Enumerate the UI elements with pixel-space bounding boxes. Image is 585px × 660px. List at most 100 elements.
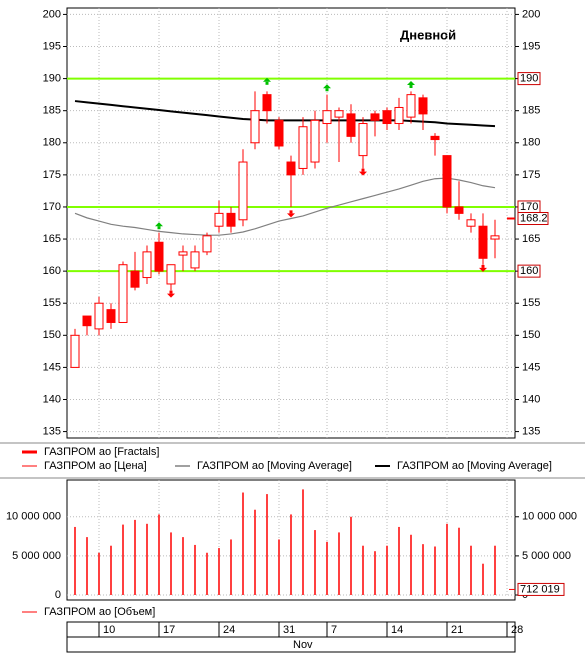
candle-body bbox=[370, 113, 380, 121]
y-tick-label: 190 bbox=[43, 73, 61, 85]
level-label: 160 bbox=[520, 265, 538, 277]
y-tick-label: 10 000 000 bbox=[522, 511, 577, 523]
candle-body bbox=[142, 251, 152, 279]
x-tick-label: 21 bbox=[451, 624, 463, 636]
y-tick-label: 145 bbox=[43, 361, 61, 373]
candle-body bbox=[118, 264, 128, 323]
y-tick-label: 0 bbox=[55, 589, 61, 601]
level-label: 170 bbox=[520, 201, 538, 213]
candle-body bbox=[430, 135, 440, 141]
y-tick-label: 195 bbox=[43, 40, 61, 52]
y-tick-label: 185 bbox=[43, 105, 61, 117]
candle-body bbox=[454, 206, 464, 214]
y-tick-label: 5 000 000 bbox=[522, 550, 571, 562]
candle-body bbox=[202, 235, 212, 253]
fractal-down bbox=[479, 267, 487, 272]
last-price-box bbox=[517, 212, 549, 226]
candle-body bbox=[310, 119, 320, 163]
candle-body bbox=[346, 113, 356, 137]
candle-body bbox=[442, 155, 452, 208]
candle-body bbox=[286, 161, 296, 176]
candle-body bbox=[106, 309, 116, 323]
candle-body bbox=[358, 123, 368, 157]
level-label-box bbox=[517, 264, 541, 278]
last-price-label: 168.2 bbox=[520, 212, 548, 224]
candle-body bbox=[274, 119, 284, 147]
y-tick-label: 175 bbox=[43, 169, 61, 181]
candle-body bbox=[382, 110, 392, 125]
x-tick-label: 31 bbox=[283, 624, 295, 636]
candle-body bbox=[238, 161, 248, 221]
x-tick-label: 24 bbox=[223, 624, 235, 636]
fractal-down-stem bbox=[481, 264, 485, 268]
fractal-down bbox=[167, 293, 175, 298]
candle-body bbox=[178, 251, 188, 256]
candle-body bbox=[406, 94, 416, 118]
candle-body bbox=[418, 97, 428, 115]
x-tick-label: 14 bbox=[391, 624, 403, 636]
y-tick-label: 10 000 000 bbox=[6, 511, 61, 523]
candle-body bbox=[94, 302, 104, 330]
candle-body bbox=[466, 219, 476, 227]
y-tick-label: 180 bbox=[43, 137, 61, 149]
y-tick-label: 140 bbox=[522, 393, 540, 405]
y-tick-label: 165 bbox=[43, 233, 61, 245]
moving-average-line bbox=[74, 177, 496, 236]
legend-label: ГАЗПРОМ ао [Fractals] bbox=[44, 446, 159, 458]
y-tick-label: 180 bbox=[522, 137, 540, 149]
fractal-up bbox=[407, 81, 415, 86]
y-tick-label: 165 bbox=[522, 233, 540, 245]
candle-body bbox=[490, 235, 500, 240]
price-panel bbox=[66, 7, 516, 439]
fractal-up bbox=[323, 84, 331, 89]
candle-body bbox=[250, 110, 260, 144]
y-tick-label: 135 bbox=[522, 425, 540, 437]
y-tick-label: 155 bbox=[522, 297, 540, 309]
fractal-up bbox=[263, 77, 271, 82]
legend-label: ГАЗПРОМ ао [Moving Average] bbox=[197, 460, 352, 472]
y-tick-label: 160 bbox=[43, 265, 61, 277]
level-label-box bbox=[517, 72, 541, 86]
fractal-up bbox=[155, 222, 163, 227]
fractal-down-stem bbox=[361, 168, 365, 172]
y-tick-label: 135 bbox=[43, 425, 61, 437]
fractal-down-stem bbox=[169, 290, 173, 294]
candle-body bbox=[334, 110, 344, 118]
moving-average-line bbox=[74, 100, 496, 128]
candle-body bbox=[394, 106, 404, 125]
last-volume-box bbox=[517, 582, 565, 596]
y-tick-label: 185 bbox=[522, 105, 540, 117]
candle-body bbox=[70, 334, 80, 368]
fractal-up-stem bbox=[157, 226, 161, 230]
legend-label: ГАЗПРОМ ао [Объем] bbox=[44, 606, 155, 618]
y-tick-label: 145 bbox=[522, 361, 540, 373]
candle-body bbox=[226, 212, 236, 227]
y-tick-label: 175 bbox=[522, 169, 540, 181]
candle-body bbox=[214, 212, 224, 227]
fractal-up-stem bbox=[325, 88, 329, 92]
candle-body bbox=[166, 264, 176, 285]
y-tick-label: 5 000 000 bbox=[12, 550, 61, 562]
x-tick-label: 17 bbox=[163, 624, 175, 636]
y-tick-label: 200 bbox=[522, 8, 540, 20]
y-tick-label: 200 bbox=[43, 8, 61, 20]
last-volume-label: 712 019 bbox=[520, 583, 560, 595]
candle-body bbox=[478, 225, 488, 259]
fractal-down bbox=[287, 213, 295, 218]
candle-body bbox=[82, 315, 92, 327]
y-tick-label: 150 bbox=[43, 329, 61, 341]
y-tick-label: 170 bbox=[43, 201, 61, 213]
candle-body bbox=[154, 241, 164, 272]
y-tick-label: 155 bbox=[43, 297, 61, 309]
candle-body bbox=[322, 110, 332, 125]
x-tick-label: 28 bbox=[511, 624, 523, 636]
fractal-up-stem bbox=[409, 85, 413, 89]
fractal-down bbox=[359, 171, 367, 176]
y-tick-label: 140 bbox=[43, 393, 61, 405]
candle-body bbox=[298, 126, 308, 169]
month-label: Nov bbox=[293, 639, 313, 651]
candle-body bbox=[130, 270, 140, 288]
legend-label: ГАЗПРОМ ао [Цена] bbox=[44, 460, 147, 472]
legend-label: ГАЗПРОМ ао [Moving Average] bbox=[397, 460, 552, 472]
